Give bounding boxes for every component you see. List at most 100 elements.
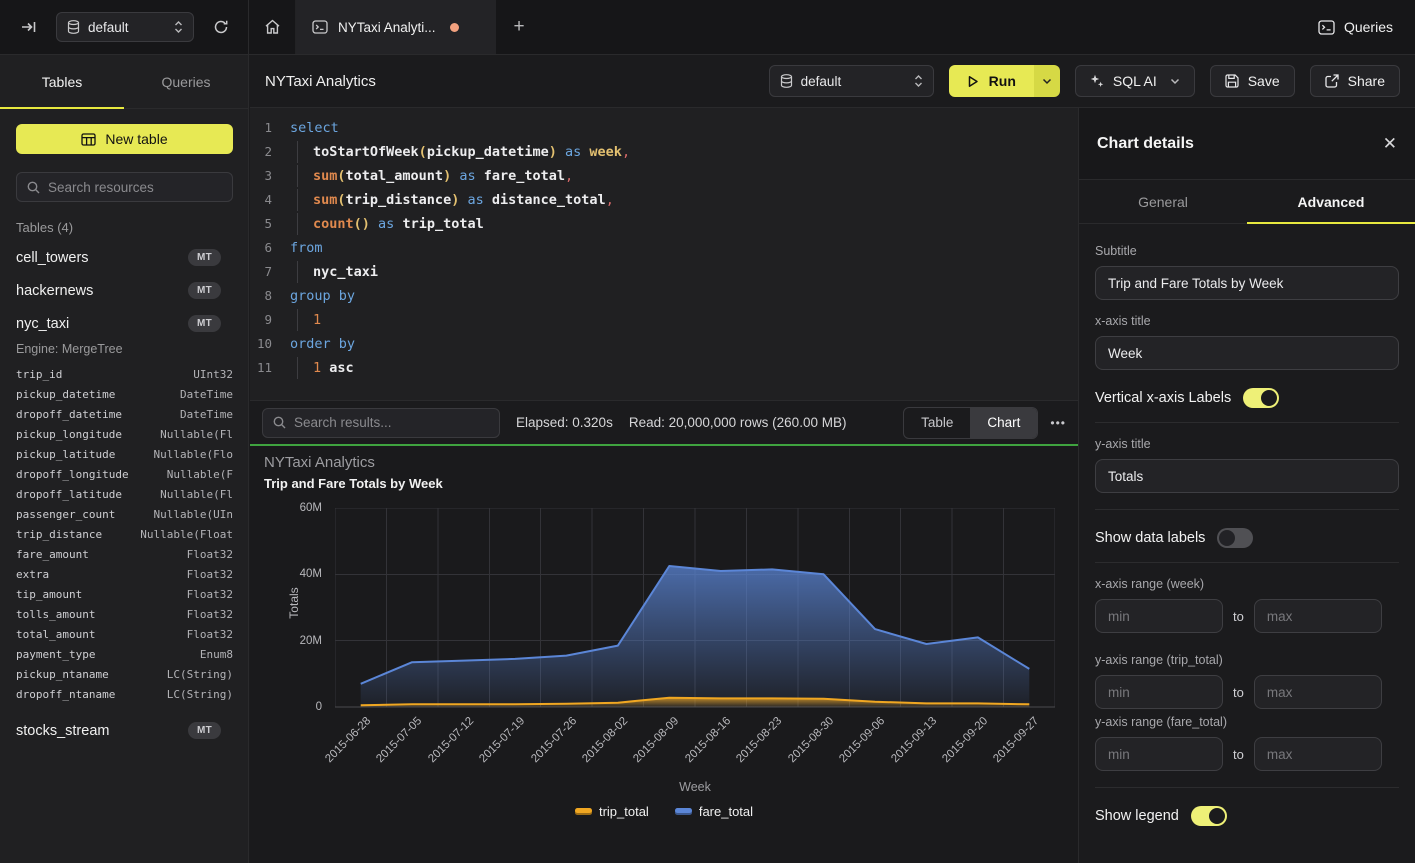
- code-token: [484, 192, 492, 208]
- run-button-group: Run: [949, 65, 1060, 97]
- panel-title: Chart details: [1097, 135, 1194, 153]
- results-search[interactable]: [262, 408, 500, 438]
- chevron-down-icon[interactable]: [1170, 78, 1180, 85]
- view-chart-button[interactable]: Chart: [970, 408, 1037, 438]
- line-number: 9: [250, 308, 282, 332]
- table-name: nyc_taxi: [16, 316, 69, 332]
- share-button[interactable]: Share: [1310, 65, 1400, 97]
- column-type: Float32: [187, 548, 233, 561]
- more-options-button[interactable]: •••: [1050, 416, 1066, 430]
- search-icon: [27, 181, 40, 194]
- chart-section: NYTaxi Analytics Trip and Fare Totals by…: [250, 446, 1078, 863]
- y-tick-label: 40M: [300, 568, 322, 580]
- sql-ai-button[interactable]: SQL AI: [1075, 65, 1195, 97]
- table-item[interactable]: stocks_streamMT: [0, 714, 249, 747]
- line-content: from: [282, 236, 323, 260]
- sidebar-tab-tables[interactable]: Tables: [0, 55, 124, 108]
- new-table-label: New table: [105, 131, 167, 147]
- show-data-labels-toggle[interactable]: [1217, 528, 1253, 548]
- sidebar: Tables Queries New table Tables (4) cell…: [0, 55, 249, 863]
- line-content: count() as trip_total: [282, 212, 484, 236]
- to-label: to: [1233, 609, 1244, 624]
- query-title: NYTaxi Analytics: [265, 73, 376, 90]
- sidebar-tab-queries[interactable]: Queries: [124, 55, 248, 108]
- table-item[interactable]: hackernewsMT: [0, 274, 249, 307]
- table-item[interactable]: nyc_taxiMT: [0, 307, 249, 340]
- x-tick-label: 2015-07-19: [477, 715, 527, 765]
- yaxis-range-fare-max-input[interactable]: [1254, 737, 1382, 771]
- line-number: 11: [250, 356, 282, 380]
- column-row: payment_typeEnum8: [0, 644, 249, 664]
- line-content: sum(total_amount) as fare_total,: [282, 164, 573, 188]
- table-name: hackernews: [16, 283, 93, 299]
- column-row: trip_idUInt32: [0, 364, 249, 384]
- home-button[interactable]: [249, 0, 296, 54]
- legend-item-fare_total[interactable]: fare_total: [675, 804, 753, 819]
- table-item[interactable]: cell_towersMT: [0, 241, 249, 274]
- database-selector[interactable]: default: [56, 12, 194, 42]
- subtitle-input[interactable]: [1095, 266, 1399, 300]
- yaxis-range-trip-label: y-axis range (trip_total): [1095, 653, 1399, 667]
- legend-swatch: [575, 808, 592, 815]
- line-number: 6: [250, 236, 282, 260]
- refresh-icon[interactable]: [208, 14, 234, 40]
- sidebar-search[interactable]: [16, 172, 233, 202]
- show-legend-toggle[interactable]: [1191, 806, 1227, 826]
- sidebar-search-input[interactable]: [48, 180, 222, 195]
- column-type: DateTime: [180, 388, 233, 401]
- subtitle-label: Subtitle: [1095, 244, 1399, 258]
- code-token: (: [419, 144, 427, 160]
- column-name: fare_amount: [16, 548, 89, 561]
- legend-item-trip_total[interactable]: trip_total: [575, 804, 649, 819]
- x-tick-label: 2015-09-27: [992, 715, 1042, 765]
- yaxis-range-trip-max-input[interactable]: [1254, 675, 1382, 709]
- results-search-input[interactable]: [294, 415, 489, 430]
- tab-advanced[interactable]: Advanced: [1247, 180, 1415, 223]
- code-line: 1select: [250, 116, 1078, 140]
- toolbar-database-selector[interactable]: default: [769, 65, 934, 97]
- vertical-xaxis-labels-toggle[interactable]: [1243, 388, 1279, 408]
- engine-badge: MT: [188, 249, 221, 266]
- new-table-button[interactable]: New table: [16, 124, 233, 154]
- column-type: Float32: [187, 588, 233, 601]
- column-type: LC(String): [167, 668, 233, 681]
- code-token: sum: [313, 192, 337, 208]
- new-tab-button[interactable]: +: [496, 0, 542, 54]
- code-token: pickup_datetime: [427, 144, 549, 160]
- yaxis-range-fare-min-input[interactable]: [1095, 737, 1223, 771]
- xaxis-range-min-input[interactable]: [1095, 599, 1223, 633]
- collapse-sidebar-icon[interactable]: [16, 14, 42, 40]
- yaxis-range-fare-label: y-axis range (fare_total): [1095, 715, 1399, 729]
- save-label: Save: [1248, 73, 1280, 89]
- area-chart-plot[interactable]: [335, 508, 1055, 708]
- line-content: nyc_taxi: [282, 260, 378, 284]
- xaxis-range-max-input[interactable]: [1254, 599, 1382, 633]
- tab-general[interactable]: General: [1079, 180, 1247, 223]
- yaxis-title-input[interactable]: [1095, 459, 1399, 493]
- code-token: ): [443, 168, 451, 184]
- xaxis-title-input[interactable]: [1095, 336, 1399, 370]
- run-button[interactable]: Run: [949, 65, 1034, 97]
- save-button[interactable]: Save: [1210, 65, 1295, 97]
- column-name: passenger_count: [16, 508, 115, 521]
- show-data-labels-label: Show data labels: [1095, 530, 1205, 546]
- column-type: Nullable(Float: [140, 528, 233, 541]
- yaxis-range-trip-min-input[interactable]: [1095, 675, 1223, 709]
- code-token: ,: [622, 144, 630, 160]
- column-row: pickup_ntaname LC(String): [0, 664, 249, 684]
- column-name: pickup_ntaname: [16, 668, 109, 681]
- code-token: distance_total: [492, 192, 606, 208]
- code-token: trip_distance: [346, 192, 452, 208]
- code-token: (: [337, 192, 345, 208]
- run-options-button[interactable]: [1034, 65, 1060, 97]
- legend-swatch: [675, 808, 692, 815]
- close-icon[interactable]: ✕: [1383, 134, 1397, 154]
- tab-nytaxi-analytics[interactable]: NYTaxi Analyti...: [296, 0, 496, 54]
- sql-editor[interactable]: 1select2toStartOfWeek(pickup_datetime) a…: [250, 108, 1078, 400]
- code-token: as: [565, 144, 581, 160]
- code-line: 4sum(trip_distance) as distance_total,: [250, 188, 1078, 212]
- code-token: as: [378, 216, 394, 232]
- view-table-button[interactable]: Table: [904, 408, 970, 438]
- queries-button[interactable]: Queries: [1318, 19, 1393, 35]
- column-row: dropoff_longitudeNullable(F: [0, 464, 249, 484]
